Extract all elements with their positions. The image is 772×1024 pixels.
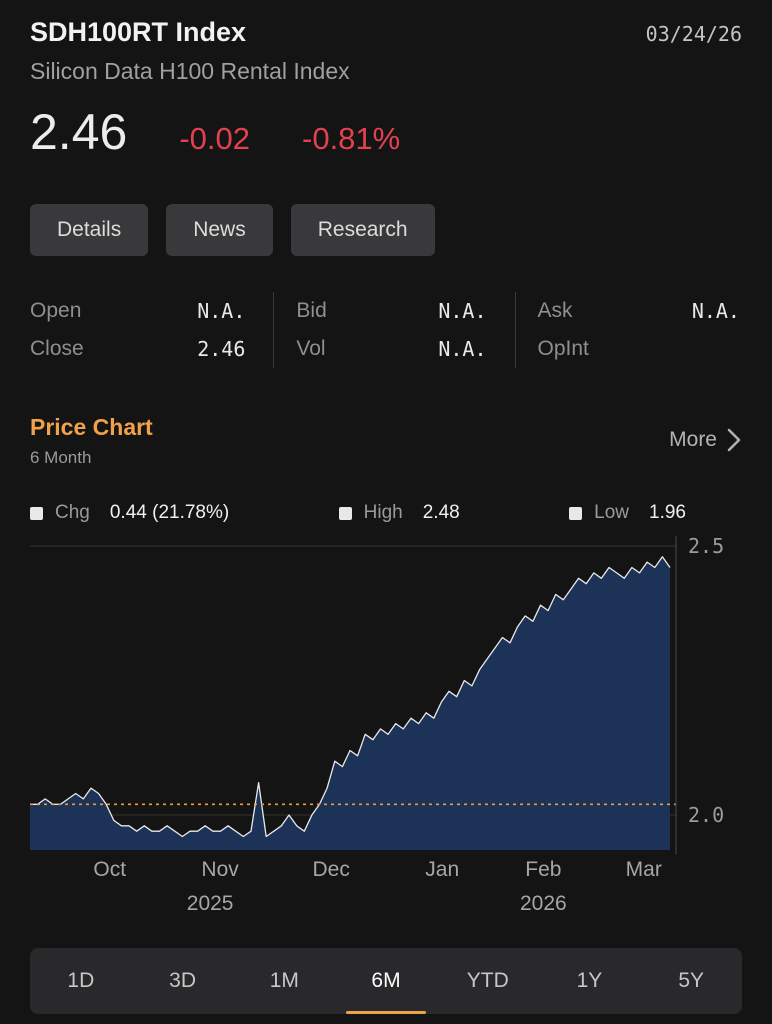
index-subtitle: Silicon Data H100 Rental Index xyxy=(30,58,350,84)
page-title: SDH100RT Index xyxy=(30,17,247,47)
section-title: Price Chart xyxy=(30,414,153,440)
active-tab-underline xyxy=(346,1011,426,1014)
research-button[interactable]: Research xyxy=(290,204,435,256)
y-tick-label: 2.5 xyxy=(688,536,724,558)
stat-label: Vol xyxy=(296,337,326,360)
legend-swatch-icon xyxy=(30,506,43,520)
price-chart-header: Price Chart 6 Month More xyxy=(30,412,742,468)
stat-value: N.A. xyxy=(438,337,487,361)
price-chart-svg[interactable]: 2.5 2.0 xyxy=(30,536,742,854)
price-row: 2.46 -0.02 -0.81% xyxy=(30,102,742,162)
range-tab-1m[interactable]: 1M xyxy=(233,948,335,1014)
stat-close: Close 2.46 xyxy=(30,330,245,368)
stat-open: Open N.A. xyxy=(30,292,245,330)
stats-column-2: Bid N.A. Vol N.A. xyxy=(273,292,514,368)
chart-legend: Chg 0.44 (21.78%) High 2.48 Low 1.96 xyxy=(30,502,686,524)
stat-opint: OpInt xyxy=(538,330,740,368)
stats-column-3: Ask N.A. OpInt xyxy=(514,292,742,368)
title-row: SDH100RT Index 03/24/26 xyxy=(30,14,742,50)
header: SDH100RT Index 03/24/26 Silicon Data H10… xyxy=(0,0,772,162)
details-button[interactable]: Details xyxy=(30,204,149,256)
legend-item-low: Low 1.96 xyxy=(569,502,686,524)
legend-swatch-icon xyxy=(338,506,352,520)
legend-label: Chg xyxy=(55,502,90,523)
stats-column-1: Open N.A. Close 2.46 xyxy=(30,292,273,368)
x-axis-year-labels: 2025 2026 xyxy=(30,892,742,922)
stat-label: Open xyxy=(30,299,82,322)
more-link[interactable]: More xyxy=(669,427,742,453)
range-tab-5y[interactable]: 5Y xyxy=(640,948,742,1014)
stat-value: N.A. xyxy=(197,299,246,323)
tab-label: 6M xyxy=(371,969,401,992)
chevron-right-icon xyxy=(727,427,742,453)
price-area-fill xyxy=(30,556,670,850)
price-chart[interactable]: 2.5 2.0 xyxy=(30,536,742,854)
section-period: 6 Month xyxy=(30,448,92,467)
stats-grid: Open N.A. Close 2.46 Bid N.A. Vol N.A. A… xyxy=(30,292,742,368)
range-tab-3d[interactable]: 3D xyxy=(132,948,234,1014)
stat-label: Close xyxy=(30,337,84,360)
stat-ask: Ask N.A. xyxy=(538,292,740,330)
quote-date: 03/24/26 xyxy=(645,22,742,46)
legend-swatch-icon xyxy=(569,506,583,520)
range-tab-1y[interactable]: 1Y xyxy=(539,948,641,1014)
legend-value: 0.44 (21.78%) xyxy=(109,502,230,523)
legend-item-high: High 2.48 xyxy=(338,502,460,524)
price-change: -0.02 xyxy=(179,121,250,156)
range-tabbar: 1D 3D 1M 6M YTD 1Y 5Y xyxy=(30,948,742,1014)
last-price: 2.46 xyxy=(30,104,128,160)
x-axis-month-labels: Oct Nov Dec Jan Feb Mar xyxy=(30,858,742,888)
y-tick-label: 2.0 xyxy=(688,803,724,827)
stat-label: Bid xyxy=(296,299,327,322)
legend-value: 2.48 xyxy=(422,502,460,523)
stat-value: N.A. xyxy=(438,299,487,323)
x-tick-label: Dec xyxy=(312,858,350,881)
x-tick-label: Mar xyxy=(625,858,662,881)
range-tab-ytd[interactable]: YTD xyxy=(437,948,539,1014)
stat-value: N.A. xyxy=(691,299,740,323)
range-tab-1d[interactable]: 1D xyxy=(30,948,132,1014)
legend-label: Low xyxy=(594,502,630,523)
stat-label: Ask xyxy=(537,299,573,322)
tab-label: 1D xyxy=(67,969,95,992)
year-label: 2026 xyxy=(519,892,567,915)
x-tick-label: Nov xyxy=(201,858,239,881)
tab-label: 5Y xyxy=(678,969,705,992)
price-line xyxy=(30,556,671,838)
year-label: 2025 xyxy=(186,892,234,915)
tab-label: 1M xyxy=(269,969,299,992)
nav-buttons: Details News Research xyxy=(30,204,742,256)
price-change-pct: -0.81% xyxy=(302,121,401,156)
stat-bid: Bid N.A. xyxy=(296,292,486,330)
stat-vol: Vol N.A. xyxy=(296,330,486,368)
more-label: More xyxy=(669,428,717,451)
x-tick-label: Oct xyxy=(93,858,127,881)
y-tick-labels: 2.5 2.0 xyxy=(688,536,724,827)
x-tick-label: Feb xyxy=(525,858,562,881)
news-button[interactable]: News xyxy=(166,204,273,256)
legend-item-chg: Chg 0.44 (21.78%) xyxy=(30,502,229,524)
tab-label: YTD xyxy=(466,969,509,992)
tab-label: 1Y xyxy=(576,969,603,992)
legend-label: High xyxy=(363,502,403,523)
stat-label: OpInt xyxy=(537,337,589,360)
stat-value: 2.46 xyxy=(197,337,246,361)
tab-label: 3D xyxy=(169,969,196,992)
x-tick-label: Jan xyxy=(425,858,460,881)
price-chart-heading: Price Chart 6 Month xyxy=(30,412,153,468)
legend-value: 1.96 xyxy=(649,502,686,523)
range-tab-6m[interactable]: 6M xyxy=(335,948,437,1014)
